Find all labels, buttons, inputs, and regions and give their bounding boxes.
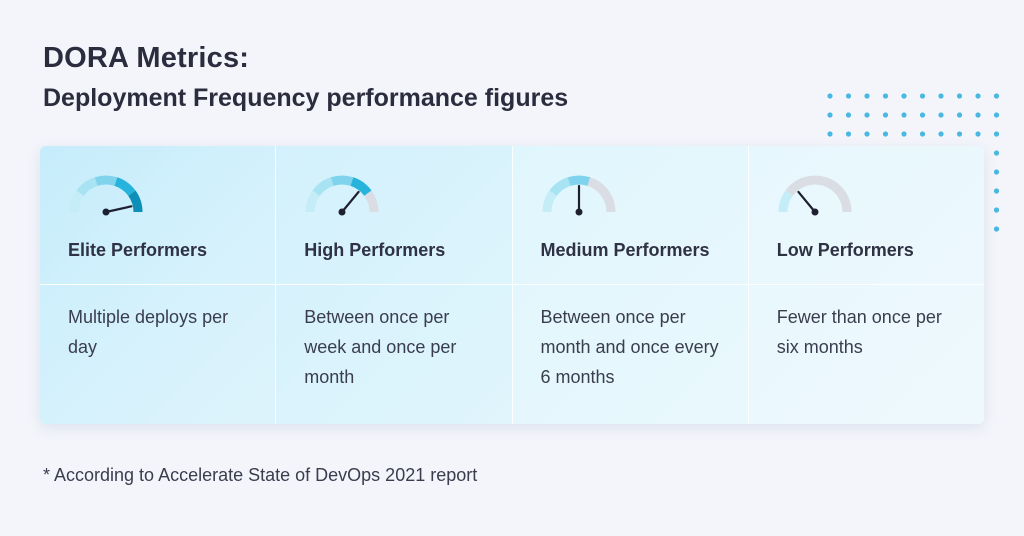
gauge-segment [69,190,84,213]
column-heading: Elite Performers [68,240,208,260]
decorative-dot-grid [827,93,1000,232]
gauge-segment [94,175,118,186]
decorative-dot [882,93,889,99]
gauge-segment [542,190,557,213]
decorative-dot [993,226,1000,232]
decorative-dot [901,131,907,137]
decorative-dot [938,112,944,118]
gauge-needle [797,190,816,214]
decorative-dot [993,93,1000,99]
gauge-hub [811,208,819,216]
row-divider [748,284,984,285]
decorative-dot [919,112,926,118]
decorative-dot [956,131,963,137]
gauge-segment [305,190,321,213]
performance-table: Elite Performers Multiple deploys per da… [40,146,984,424]
row-divider [40,284,276,285]
decorative-dot [919,131,926,137]
decorative-dot [882,112,889,118]
decorative-dot [827,93,833,99]
footnote: * According to Accelerate State of DevOp… [43,465,478,485]
column-medium: Medium Performers Between once per month… [512,146,749,424]
column-high: High Performers Between once per week an… [276,146,513,424]
row-divider [512,284,748,285]
gauge-segment [330,175,354,186]
decorative-dot [882,131,889,137]
decorative-dot [956,93,963,99]
gauge-segment [350,177,372,197]
decorative-dot [993,150,1000,156]
gauge-segment [76,177,98,197]
page-subtitle: Deployment Frequency performance figures [43,84,569,112]
column-description: Fewer than once per six months [776,307,942,357]
gauge-segment [803,175,827,186]
gauge-segment [364,190,379,213]
decorative-dot [864,131,870,137]
gauge-segment [312,177,334,197]
gauge-segment [823,177,845,197]
decorative-dot [864,93,870,99]
gauge-segment [128,190,143,213]
decorative-dot [864,112,870,118]
gauge-needle [104,205,133,214]
decorative-dot [827,131,833,137]
decorative-dot [993,112,1000,118]
gauge-icon [305,175,379,216]
column-heading: Medium Performers [540,240,710,260]
gauge-segment [114,177,136,197]
page-title: DORA Metrics: [43,42,250,74]
column-heading: High Performers [304,240,446,260]
gauge-segment [785,177,807,197]
decorative-dot [845,131,852,137]
gauge-segment [567,175,590,186]
column-elite: Elite Performers Multiple deploys per da… [40,146,277,424]
row-divider [276,284,512,285]
gauge-hub [338,208,346,216]
decorative-dot [845,112,852,118]
decorative-dot [993,131,1000,137]
decorative-dot [975,93,981,99]
column-heading: Low Performers [776,240,914,260]
gauge-segment [778,190,793,213]
decorative-dot [975,131,981,137]
gauge-icon [69,175,143,216]
decorative-dot [901,93,907,99]
gauge-hub [102,208,110,216]
decorative-dot [938,131,944,137]
decorative-dot [993,207,1000,213]
decorative-dot [827,112,833,118]
column-description: Multiple deploys per day [68,307,229,357]
gauge-icon [542,175,615,216]
gauge-segment [548,177,571,197]
decorative-dot [993,188,1000,194]
gauge-hub [575,208,582,216]
gauge-needle [341,190,360,214]
decorative-dot [919,93,926,99]
column-description: Between once per week and once per month [304,307,457,387]
gauge-segment [836,190,852,213]
column-description: Between once per month and once every 6 … [540,307,719,387]
decorative-dot [975,112,981,118]
decorative-dot [901,112,907,118]
gauge-segment [586,177,609,197]
gauge-segment [600,190,615,213]
decorative-dot [956,112,963,118]
decorative-dot [845,93,852,99]
decorative-dot [938,93,944,99]
gauge-icon [778,175,852,216]
decorative-dot [993,169,1000,175]
column-low: Low Performers Fewer than once per six m… [748,146,984,424]
